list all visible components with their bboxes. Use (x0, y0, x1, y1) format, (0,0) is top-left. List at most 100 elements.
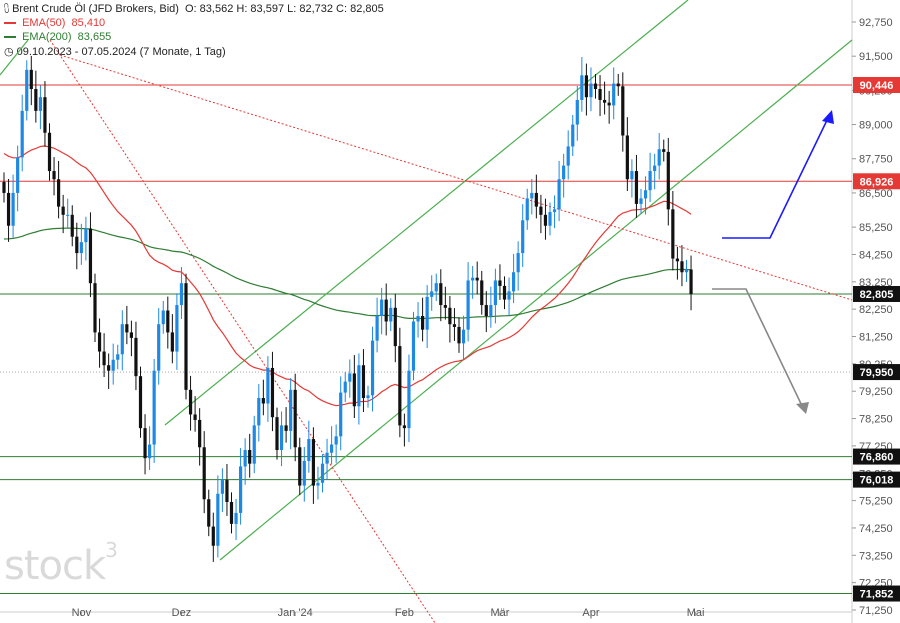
candle-body (252, 425, 256, 464)
candle-body (298, 447, 302, 486)
candle-body (157, 324, 161, 371)
candle-body (34, 89, 38, 111)
candle-body (357, 365, 361, 407)
candle-body (662, 149, 666, 152)
candle-body (407, 370, 411, 429)
candle-body (339, 392, 343, 437)
candle-body (425, 296, 429, 330)
level-label-box (853, 285, 900, 302)
ema50-label: EMA(50) (22, 17, 66, 29)
ema200-line (3, 227, 692, 320)
candle-body (166, 310, 170, 333)
downtrend-line-long (59, 54, 853, 301)
candle-body (266, 367, 270, 404)
y-tick-label: 83,250 (859, 277, 893, 289)
level-label: 76,018 (860, 475, 894, 487)
candle-body (289, 389, 293, 431)
candle-body (452, 324, 457, 327)
logo-superscript: 3 (105, 538, 118, 562)
candle-body (243, 450, 247, 467)
candle-body (489, 305, 493, 316)
y-tick-label: 86,500 (859, 188, 893, 200)
candle-body (571, 124, 575, 147)
candle-body (584, 75, 588, 98)
level-label-box (853, 77, 900, 94)
candle-body (88, 228, 93, 284)
candle-body (562, 165, 566, 180)
candle-body (630, 171, 634, 180)
candle-body (307, 439, 311, 461)
candle-body (398, 346, 402, 426)
candle-body (170, 332, 174, 352)
candle-body (125, 324, 129, 333)
candle-body (393, 307, 397, 347)
candle-body (548, 212, 552, 226)
level-label-box (853, 585, 900, 602)
candle-body (507, 291, 511, 300)
candle-body (293, 389, 297, 448)
candle-body (343, 381, 347, 393)
candle-body (603, 99, 607, 103)
candle-body (20, 110, 24, 158)
candle-body (361, 365, 366, 399)
candle-body (11, 192, 15, 226)
date-range-text: 09.10.2023 - 07.05.2024 (7 Monate, 1 Tag… (16, 46, 226, 58)
candle-body (248, 450, 252, 464)
candle-body (207, 499, 211, 527)
candle-body (270, 367, 275, 418)
candle-body (639, 198, 643, 204)
candle-body (352, 373, 356, 407)
channel-left-line (0, 39, 29, 76)
candle-body (16, 157, 20, 193)
level-label: 76,860 (860, 452, 894, 464)
candle-body (411, 321, 416, 371)
candle-body (52, 171, 56, 180)
candle-body (225, 480, 229, 502)
y-tick-label: 84,250 (859, 249, 893, 261)
instrument-title: Brent Crude Öl (JFD Brokers, Bid) (12, 3, 179, 15)
candle-body (102, 351, 106, 366)
candle-body (475, 277, 479, 281)
ema50-line (3, 145, 692, 407)
x-tick-label: Dez (172, 607, 192, 619)
y-tick-label: 85,250 (859, 222, 893, 234)
candle-body (457, 326, 461, 344)
candle-body (493, 280, 497, 306)
date-range: ◷ 09.10.2023 - 07.05.2024 (7 Monate, 1 T… (4, 45, 226, 58)
candle-body (471, 277, 475, 281)
candle-body (607, 102, 611, 106)
y-tick-label: 79,250 (859, 386, 893, 398)
candle-body (93, 283, 97, 333)
candle-body (521, 220, 525, 254)
candle-body (202, 447, 206, 500)
channel-lower-line (219, 39, 853, 561)
candle-body (129, 332, 133, 338)
level-label: 79,950 (860, 367, 894, 379)
candle-body (566, 146, 570, 166)
level-label-box (853, 364, 900, 381)
candle-body (648, 171, 652, 191)
level-label: 86,926 (860, 176, 894, 188)
candle-body (193, 414, 197, 420)
stock3-logo: stock3 (4, 538, 118, 589)
candle-body (179, 283, 184, 306)
candle-body (580, 75, 584, 100)
ohlc-readout: O: 83,562 H: 83,597 L: 82,732 C: 82,805 (185, 3, 384, 15)
ema50-swatch (4, 22, 16, 25)
level-label: 82,805 (860, 289, 894, 301)
candle-body (448, 307, 452, 325)
y-tick-label: 75,250 (859, 496, 893, 508)
candle-body (653, 165, 657, 172)
candle-body (552, 209, 557, 213)
candle-body (671, 209, 675, 259)
candle-body (211, 526, 215, 546)
candle-body (43, 97, 47, 133)
candle-body (311, 439, 315, 486)
candle-body (402, 425, 406, 429)
candle-body (134, 337, 138, 377)
candle-body (384, 299, 388, 322)
candle-body (434, 283, 438, 292)
candle-body (484, 305, 488, 316)
candle-body (279, 425, 284, 451)
